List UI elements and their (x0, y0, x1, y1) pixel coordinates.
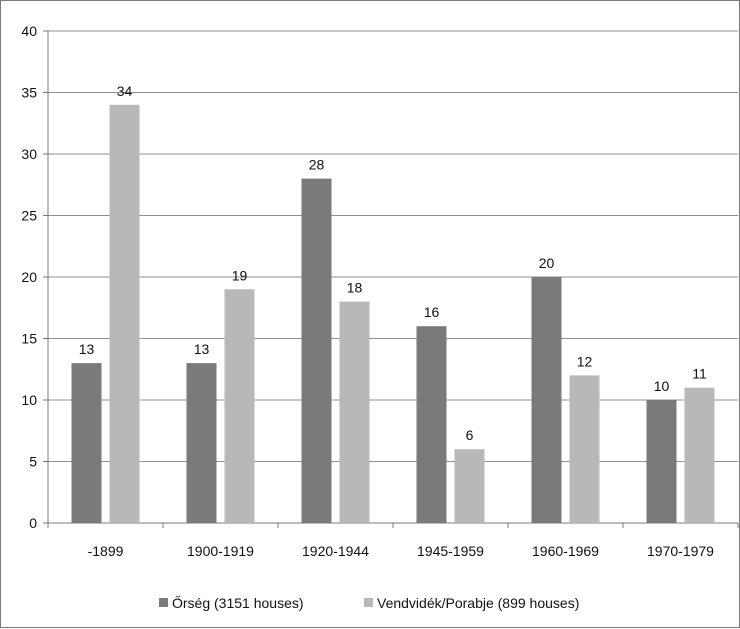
y-tick-label: 30 (21, 146, 37, 162)
bar (301, 178, 332, 523)
data-label: 13 (79, 341, 95, 357)
bar (569, 375, 600, 523)
y-tick-label: 20 (21, 269, 37, 285)
legend-swatch (364, 598, 373, 607)
data-label: 6 (466, 427, 474, 443)
y-tick-label: 5 (29, 454, 37, 470)
data-label: 12 (577, 353, 593, 369)
x-category-label: 1945-1959 (417, 543, 484, 559)
x-category-label: 1900-1919 (187, 543, 254, 559)
data-label: 34 (117, 83, 133, 99)
y-tick-label: 35 (21, 85, 37, 101)
bar (531, 277, 562, 523)
data-label: 28 (309, 157, 325, 173)
bar (186, 363, 217, 523)
x-category-label: -1899 (88, 543, 124, 559)
bar (416, 326, 447, 523)
data-label: 16 (424, 304, 440, 320)
y-tick-label: 10 (21, 392, 37, 408)
bar (684, 387, 715, 523)
data-label: 11 (692, 366, 707, 382)
x-category-label: 1920-1944 (302, 543, 369, 559)
y-tick-label: 40 (21, 23, 37, 39)
x-category-label: 1970-1979 (647, 543, 714, 559)
data-label: 10 (654, 378, 670, 394)
legend-swatch (159, 598, 168, 607)
y-tick-label: 25 (21, 208, 37, 224)
bar (109, 104, 140, 524)
legend-label: Vendvidék/Porabje (899 houses) (377, 595, 579, 611)
bar (339, 301, 370, 523)
legend-label: Őrség (3151 houses) (172, 595, 304, 611)
bar (71, 363, 102, 523)
y-tick-label: 15 (21, 331, 37, 347)
bar (454, 449, 485, 523)
data-label: 13 (194, 341, 210, 357)
data-label: 18 (347, 280, 363, 296)
data-label: 20 (539, 255, 555, 271)
bar (646, 400, 677, 523)
y-tick-label: 0 (29, 515, 37, 531)
x-category-label: 1960-1969 (532, 543, 599, 559)
data-label: 19 (232, 267, 248, 283)
bar (224, 289, 255, 523)
